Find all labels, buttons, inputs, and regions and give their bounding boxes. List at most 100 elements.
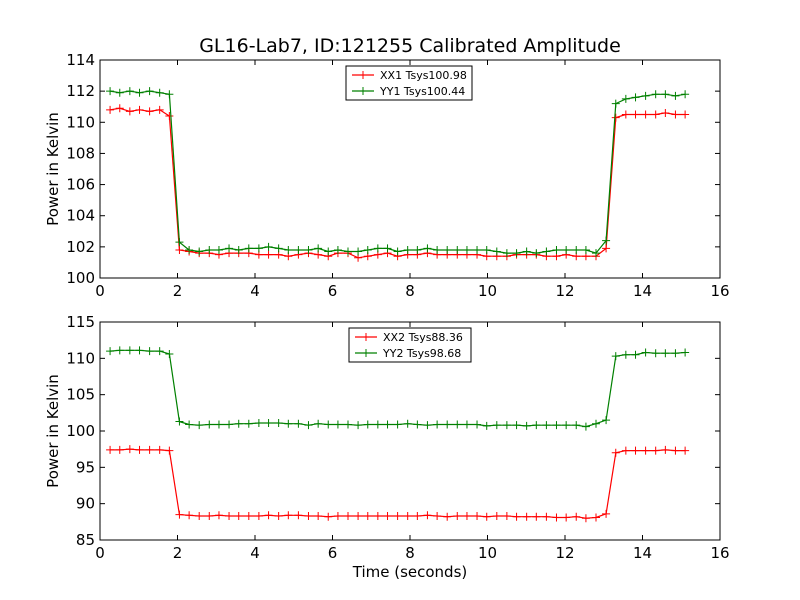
data-point <box>294 245 303 254</box>
data-point <box>354 421 363 430</box>
x-tick-label: 10 <box>478 544 497 562</box>
data-point <box>443 512 452 521</box>
x-tick-label: 6 <box>328 544 338 562</box>
data-point <box>581 422 590 431</box>
data-point <box>592 249 600 258</box>
data-point <box>106 347 115 356</box>
y-tick-label: 114 <box>66 51 95 69</box>
data-point <box>562 245 571 254</box>
x-tick-label: 12 <box>555 282 574 300</box>
data-point <box>205 512 214 521</box>
data-point <box>631 93 640 102</box>
data-point <box>641 110 650 119</box>
data-point <box>602 236 611 245</box>
data-point <box>274 512 283 521</box>
data-point <box>244 244 253 253</box>
legend-marker <box>359 71 367 79</box>
data-point <box>274 244 283 253</box>
data-point <box>522 247 531 256</box>
data-point <box>115 104 124 113</box>
y-tick-label: 115 <box>66 313 95 331</box>
y-tick-label: 85 <box>76 531 95 549</box>
data-point <box>482 512 491 521</box>
legend: XX2 Tsys88.36 YY2 Tsys98.68 <box>348 327 472 363</box>
data-point <box>165 349 174 358</box>
data-point <box>393 247 402 256</box>
data-point <box>125 346 134 355</box>
data-point <box>383 420 392 429</box>
x-tick-label: 14 <box>633 282 652 300</box>
data-point <box>602 509 611 518</box>
x-tick-label: 14 <box>633 544 652 562</box>
data-point <box>354 247 363 256</box>
data-point <box>661 108 670 117</box>
data-point <box>175 238 184 247</box>
x-tick-label: 6 <box>328 282 338 300</box>
data-point <box>225 244 234 253</box>
data-point <box>125 445 134 454</box>
y-tick-label: 100 <box>66 422 95 440</box>
data-point <box>611 448 620 457</box>
data-point <box>185 245 194 254</box>
data-point <box>304 245 313 254</box>
data-point <box>274 419 283 428</box>
data-point <box>344 247 352 256</box>
chart-panels: 0 2 4 6 8 10 12 14 16100102104106108110112114Pow… <box>44 51 730 581</box>
data-point <box>473 420 482 429</box>
data-point <box>651 349 660 358</box>
data-point <box>363 245 372 254</box>
data-point <box>214 245 223 254</box>
y-tick-label: 105 <box>66 386 95 404</box>
data-point <box>621 94 630 103</box>
data-point <box>195 512 204 521</box>
data-point <box>641 91 650 100</box>
data-point <box>611 113 620 122</box>
data-point <box>592 513 600 522</box>
data-point <box>581 245 590 254</box>
x-tick-label: 2 <box>173 544 183 562</box>
data-point <box>482 421 491 430</box>
data-point <box>423 511 432 520</box>
data-point <box>462 512 471 521</box>
data-point <box>195 247 204 256</box>
data-point <box>175 245 184 254</box>
y-tick-label: 95 <box>76 458 95 476</box>
data-point <box>403 512 412 521</box>
data-point <box>611 99 620 108</box>
data-point <box>403 419 412 428</box>
data-point <box>611 352 620 361</box>
data-point <box>631 110 640 119</box>
data-point <box>661 445 670 454</box>
data-point <box>522 421 531 430</box>
data-point <box>641 446 650 455</box>
data-point <box>572 245 581 254</box>
legend-label: YY1 Tsys100.44 <box>379 85 465 98</box>
data-point <box>532 512 541 521</box>
chart-title: GL16-Lab7, ID:121255 Calibrated Amplitud… <box>199 35 621 57</box>
data-point <box>254 244 263 253</box>
data-point <box>165 90 174 99</box>
data-point <box>443 245 452 254</box>
data-point <box>552 245 561 254</box>
data-point <box>552 421 561 430</box>
data-point <box>264 242 273 251</box>
data-point <box>542 512 551 521</box>
data-point <box>373 244 382 253</box>
x-tick-label: 0 <box>95 282 105 300</box>
data-point <box>393 512 402 521</box>
x-tick-label: 10 <box>478 282 497 300</box>
data-point <box>453 512 462 521</box>
data-point <box>214 511 223 520</box>
data-point <box>373 512 382 521</box>
data-point <box>532 249 541 258</box>
data-point <box>155 347 164 356</box>
data-point <box>562 513 571 522</box>
legend-marker <box>362 349 370 357</box>
y-tick-label: 100 <box>66 269 95 287</box>
data-point <box>602 416 611 425</box>
data-point <box>125 107 134 116</box>
data-point <box>145 107 154 116</box>
data-point <box>234 419 243 428</box>
data-point <box>681 446 690 455</box>
